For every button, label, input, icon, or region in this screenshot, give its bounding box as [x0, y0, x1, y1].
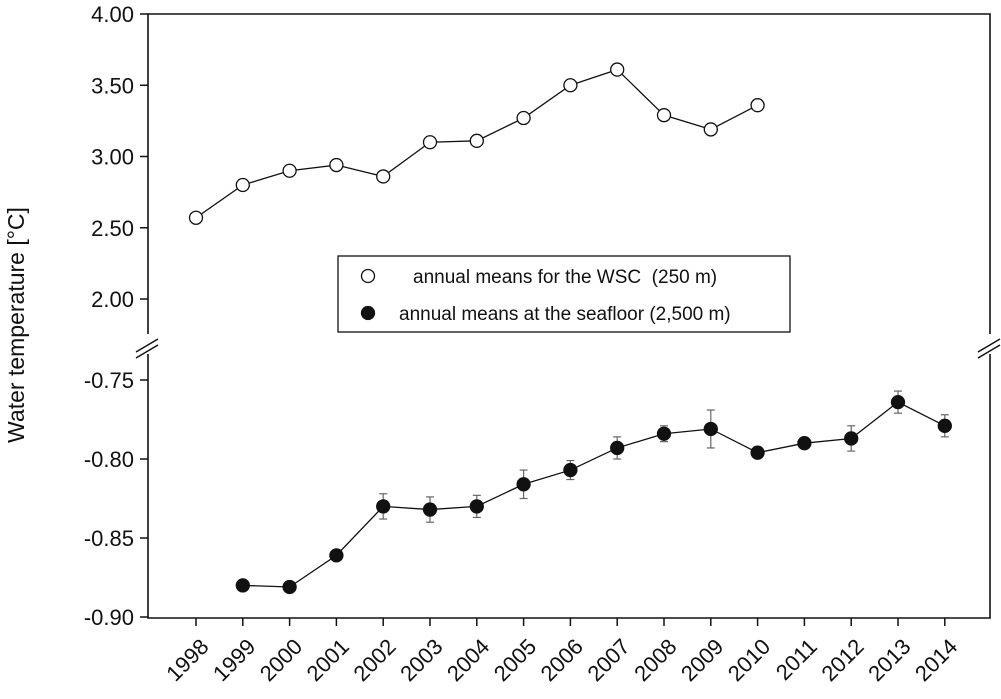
y-tick-label: 2.50	[91, 216, 134, 241]
x-tick-label: 2014	[910, 634, 962, 686]
y-tick-label: 2.00	[91, 287, 134, 312]
axis-break-left	[135, 338, 159, 359]
data-point	[516, 110, 531, 126]
series-1	[235, 390, 952, 595]
legend-marker-1	[360, 305, 376, 321]
x-tick-label: 1999	[208, 634, 260, 686]
x-tick-label: 2010	[723, 634, 775, 686]
y-tick-label: -0.85	[84, 526, 134, 551]
data-point	[703, 421, 718, 437]
data-point	[563, 78, 578, 93]
data-point	[610, 440, 625, 456]
y-tick-label: 3.00	[91, 145, 134, 170]
data-point	[422, 135, 438, 150]
x-tick-label: 2009	[676, 634, 728, 686]
x-tick-label: 2013	[863, 634, 915, 686]
x-tick-label: 2011	[771, 634, 822, 685]
data-point	[469, 133, 484, 148]
data-point	[329, 548, 344, 563]
y-tick-label: -0.75	[84, 368, 134, 393]
data-point	[329, 157, 344, 173]
series-0	[188, 62, 765, 225]
y-tick-label: -0.80	[84, 447, 134, 472]
series-layer	[188, 62, 952, 595]
data-point	[376, 499, 391, 514]
data-point	[469, 499, 484, 514]
data-point	[282, 579, 297, 595]
data-point	[376, 169, 391, 184]
x-tick-label: 2008	[629, 634, 681, 686]
x-tick-label: 2003	[395, 634, 447, 686]
data-point	[282, 163, 297, 178]
data-point	[844, 431, 859, 446]
x-tick-label: 2006	[536, 634, 588, 686]
plot-frame	[135, 13, 1001, 619]
axis-break-right	[977, 338, 1001, 359]
series-1-line	[242, 401, 946, 588]
y-tick-label: 3.50	[91, 73, 134, 98]
x-tick-label: 2005	[489, 634, 541, 686]
y-tick-label: -0.90	[84, 605, 134, 630]
data-point	[235, 177, 250, 193]
lower-panel-frame	[147, 354, 991, 619]
legend-label-0: annual means for the WSC (250 m)	[413, 267, 717, 288]
legend-label-1: annual means at the seafloor (2,500 m)	[399, 304, 731, 325]
data-point	[516, 477, 531, 492]
x-tick-label: 1998	[161, 634, 213, 686]
data-point	[610, 62, 625, 77]
y-tick-label: 4.00	[91, 2, 134, 27]
data-point	[703, 122, 718, 137]
x-tick-label: 2000	[255, 634, 307, 686]
x-tick-label: 2004	[442, 634, 494, 686]
data-point	[797, 436, 812, 451]
data-point	[656, 108, 672, 123]
upper-panel-frame	[147, 13, 991, 334]
data-point	[890, 394, 906, 410]
x-axis-ticks: 1998199920002001200220032004200520062007…	[161, 618, 962, 686]
data-point	[422, 502, 438, 517]
data-point	[235, 578, 250, 593]
data-point	[750, 445, 765, 460]
x-tick-label: 2002	[348, 634, 400, 686]
data-point	[937, 418, 952, 433]
data-point	[656, 426, 672, 441]
legend-box	[337, 255, 791, 333]
data-point	[563, 462, 578, 478]
x-tick-label: 2007	[582, 634, 634, 686]
legend: annual means for the WSC (250 m) annual m…	[337, 255, 791, 333]
y-axis-ticks: 2.00 2.50 3.00 3.50 4.00 -0.90 -0.85 -0.80 -0.75	[84, 2, 148, 630]
y-axis-label: Water temperature [°C]	[3, 207, 29, 443]
legend-marker-0	[360, 268, 376, 284]
data-point	[750, 98, 765, 113]
data-point	[188, 210, 204, 225]
x-tick-label: 2001	[302, 634, 354, 686]
x-tick-label: 2012	[816, 634, 868, 686]
